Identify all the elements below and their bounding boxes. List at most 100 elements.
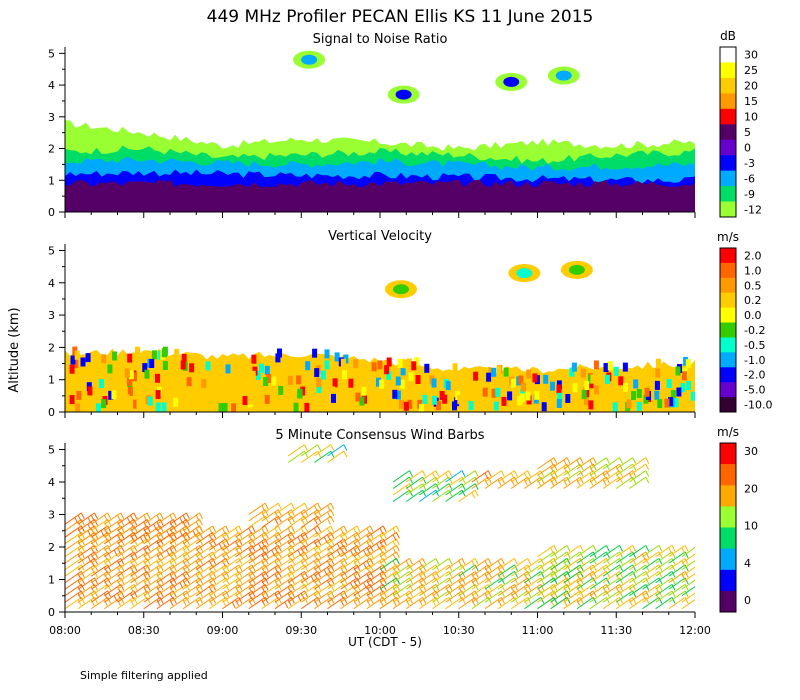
wind-barb	[209, 538, 227, 551]
colorbar-swatch	[720, 248, 736, 264]
field-cell	[316, 378, 322, 388]
colorbar-label: 1.0	[744, 264, 762, 277]
panel-title: Signal to Noise Ratio	[313, 32, 448, 47]
barb-flag	[409, 470, 413, 477]
barb-flag	[366, 527, 371, 535]
y-tick-label: 1	[48, 374, 55, 387]
barb-flag	[523, 573, 528, 580]
wind-barb	[353, 583, 371, 597]
barb-flag	[130, 534, 135, 541]
barb-flag	[461, 483, 466, 490]
barb-flag	[172, 519, 177, 526]
wind-barb	[615, 557, 633, 571]
wind-barb	[668, 551, 686, 564]
barb-flag	[497, 573, 502, 580]
barb-flag	[658, 597, 663, 604]
barb-flag	[514, 470, 518, 477]
y-tick-label: 0	[48, 406, 55, 419]
field-cell	[686, 381, 692, 390]
wind-barb	[182, 564, 200, 577]
barb-flag	[471, 579, 476, 587]
barb-flag	[251, 532, 256, 539]
barb-flag	[304, 444, 308, 451]
field-cell	[133, 399, 139, 409]
barb-flag	[592, 476, 597, 484]
barb-flag	[274, 592, 279, 600]
barb-flag	[159, 577, 164, 585]
barb-flag	[103, 521, 108, 528]
barb-flag	[80, 577, 85, 585]
barb-flag	[222, 560, 226, 567]
barb-flag	[632, 597, 637, 604]
barb-flag	[684, 551, 689, 559]
wind-barb	[589, 570, 607, 584]
wind-barb	[576, 577, 594, 590]
barb-flag	[143, 566, 148, 574]
wind-barb	[156, 564, 174, 577]
wind-barb	[182, 525, 200, 538]
barb-flag	[340, 573, 345, 580]
barb-flag	[330, 532, 335, 539]
barb-flag	[540, 584, 545, 591]
wind-barb	[65, 551, 82, 564]
wind-barb	[327, 544, 345, 558]
field-cell	[596, 395, 602, 405]
barb-flag	[172, 545, 177, 552]
y-tick-label: 4	[48, 277, 55, 290]
wind-barb	[392, 577, 410, 590]
barb-flag	[392, 540, 397, 548]
barb-flag	[290, 538, 295, 546]
barb-flag	[130, 560, 135, 567]
barb-flag	[238, 525, 243, 533]
barb-flag	[90, 586, 95, 593]
barb-flag	[366, 553, 371, 561]
wind-barb	[550, 570, 568, 584]
barb-flag	[645, 571, 650, 578]
wind-barb	[419, 596, 437, 610]
barb-flag	[300, 573, 305, 580]
barb-flag	[422, 483, 427, 490]
barb-flag	[632, 463, 637, 471]
wind-barb	[300, 570, 318, 584]
barb-flag	[369, 538, 374, 546]
wind-barb	[248, 590, 266, 603]
barb-flag	[655, 592, 660, 600]
field-cell	[510, 378, 516, 388]
wind-barb	[195, 583, 213, 597]
barb-flag	[169, 547, 174, 554]
barb-flag	[90, 527, 95, 535]
barb-flag	[540, 558, 545, 565]
barb-flag	[185, 590, 190, 598]
wind-barb	[602, 463, 620, 476]
barb-flag	[681, 547, 686, 554]
barb-flag	[366, 573, 371, 580]
wind-barb	[261, 544, 279, 558]
field-cell	[488, 367, 494, 377]
wind-barb	[510, 596, 528, 610]
wind-barb	[195, 531, 213, 545]
barb-flag	[330, 597, 335, 604]
barb-flag	[120, 590, 125, 598]
barb-flag	[474, 571, 479, 578]
barb-flag	[632, 476, 637, 484]
wind-barb	[65, 570, 82, 584]
barb-flag	[195, 573, 200, 580]
barb-flag	[297, 595, 302, 602]
wind-barb	[169, 577, 187, 590]
barb-flag	[615, 472, 620, 480]
barb-flag	[592, 551, 597, 559]
wind-barb	[497, 564, 515, 577]
field-cell	[304, 402, 310, 412]
wind-barb	[642, 557, 660, 571]
field-cell	[541, 402, 547, 412]
barb-flag	[514, 590, 518, 598]
barb-flag	[540, 590, 545, 598]
barb-flag	[432, 472, 436, 480]
barb-flag	[146, 551, 151, 559]
barb-flag	[540, 597, 545, 604]
barb-flag	[458, 592, 463, 600]
barb-flag	[313, 527, 318, 535]
barb-flag	[605, 470, 610, 477]
field-cell	[407, 399, 413, 409]
barb-flag	[579, 551, 584, 559]
